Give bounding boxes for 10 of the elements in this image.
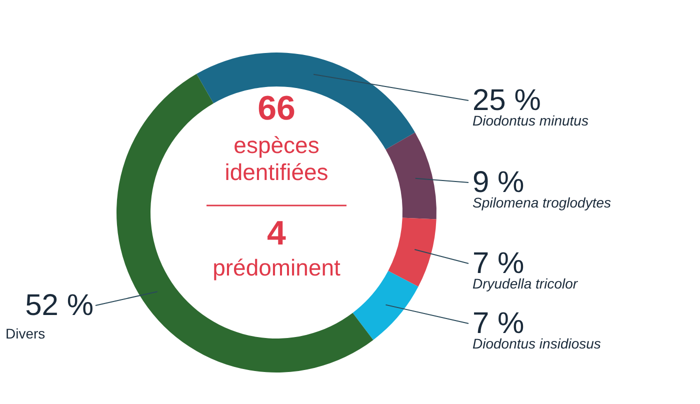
slice-label: Spilomena troglodytes <box>472 194 612 210</box>
slice-label: Divers <box>6 326 46 342</box>
data-label: 52 % <box>25 289 94 322</box>
slice-label: Dryudella tricolor <box>472 276 579 292</box>
text: prédominent <box>212 254 342 280</box>
slice-label: Diodontus insidiosus <box>472 336 601 352</box>
slice-label: Diodontus minutus <box>472 112 588 128</box>
text: 66 <box>258 90 296 128</box>
text: 4 <box>267 214 286 252</box>
text: espèces identifiées <box>224 132 328 185</box>
